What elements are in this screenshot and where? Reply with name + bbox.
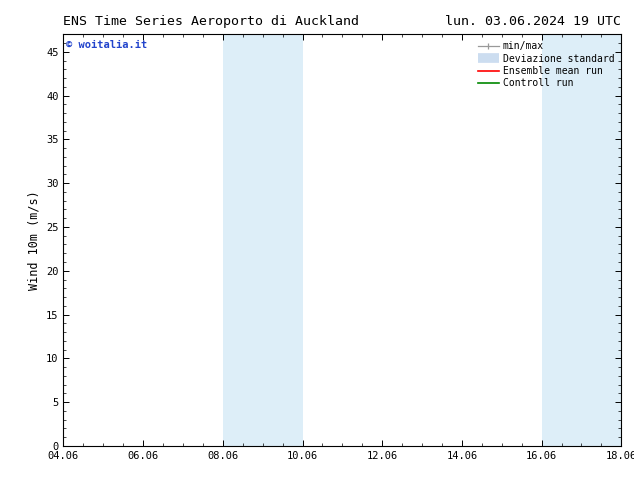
Legend: min/max, Deviazione standard, Ensemble mean run, Controll run: min/max, Deviazione standard, Ensemble m… bbox=[476, 39, 616, 90]
Text: ENS Time Series Aeroporto di Auckland: ENS Time Series Aeroporto di Auckland bbox=[63, 15, 359, 28]
Text: lun. 03.06.2024 19 UTC: lun. 03.06.2024 19 UTC bbox=[445, 15, 621, 28]
Y-axis label: Wind 10m (m/s): Wind 10m (m/s) bbox=[27, 190, 41, 290]
Bar bbox=[541, 34, 621, 446]
Text: © woitalia.it: © woitalia.it bbox=[66, 41, 148, 50]
Bar bbox=[223, 34, 302, 446]
